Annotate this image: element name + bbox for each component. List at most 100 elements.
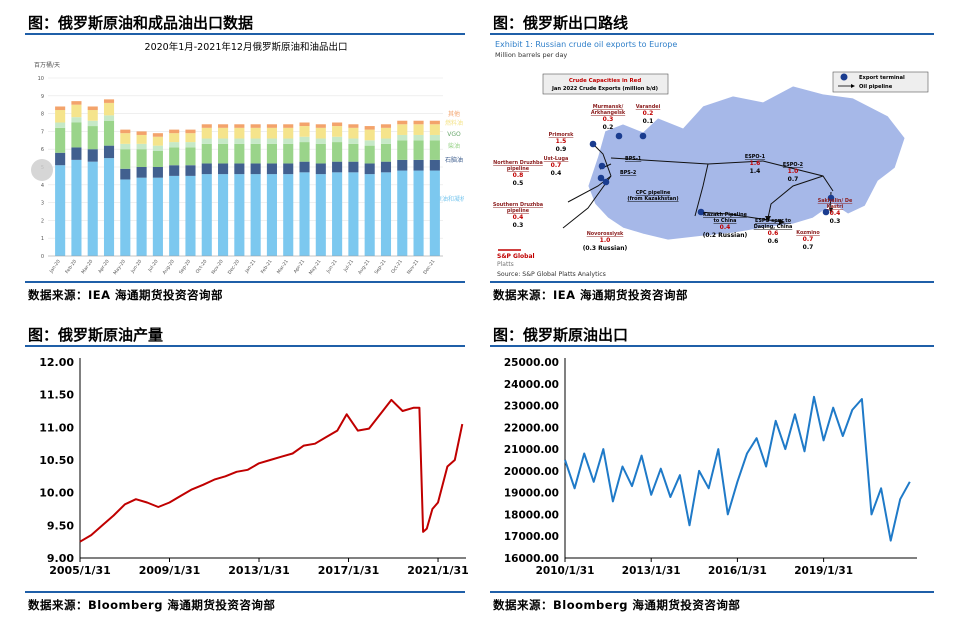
y-tick-label: 10 xyxy=(38,76,44,82)
terminal-icon xyxy=(827,194,835,202)
capacity-value: 0.8 xyxy=(513,172,524,179)
bar-segment xyxy=(201,138,212,144)
series-line xyxy=(564,395,911,542)
bar-segment xyxy=(315,143,326,164)
bar-segment xyxy=(218,124,229,128)
terminal-name-label: Primorsk xyxy=(549,132,574,138)
y-tick-label: 10.00 xyxy=(39,487,74,500)
bar-segment xyxy=(234,138,245,144)
legend-terminal: Export terminal xyxy=(859,75,905,81)
bar-segment xyxy=(71,104,82,118)
capacity-value: 1.5 xyxy=(556,138,567,145)
bar-segment xyxy=(299,172,310,256)
bar-segment xyxy=(283,174,294,256)
bar-segment xyxy=(397,120,408,125)
export-value: (0.2 Russian) xyxy=(703,232,748,239)
source-label: 数据来源：IEA 海通期货投资咨询部 xyxy=(28,288,224,302)
bar-segment xyxy=(429,124,440,135)
pipeline-arrow-icon xyxy=(779,219,785,225)
bar-segment xyxy=(283,143,294,164)
bar-segment xyxy=(234,124,245,128)
legend-label: 其他 xyxy=(448,110,460,118)
pipeline-route xyxy=(610,157,834,192)
bar-segment xyxy=(120,143,131,150)
series-line xyxy=(79,398,464,543)
bar-segment xyxy=(397,170,408,256)
bar-segment xyxy=(250,174,261,256)
source-rule xyxy=(25,281,465,283)
title-rule xyxy=(25,33,465,35)
y-tick-label: 11.50 xyxy=(39,389,74,402)
bar-segment xyxy=(87,161,98,256)
y-tick-label: 1 xyxy=(41,236,44,242)
bar-segment xyxy=(152,167,163,178)
russia-map-shape xyxy=(587,85,906,241)
bar-segment xyxy=(87,120,98,127)
bar-segment xyxy=(315,127,326,139)
export-value: 0.5 xyxy=(513,180,524,187)
bar-segment xyxy=(348,127,359,139)
title-rule xyxy=(490,33,934,35)
bar-segment xyxy=(348,172,359,256)
bar-segment xyxy=(315,174,326,256)
bar-segment xyxy=(55,122,66,128)
bar-segment xyxy=(413,140,424,160)
bar-segment xyxy=(413,120,424,125)
y-tick-label: 11.00 xyxy=(39,421,74,434)
x-tick-label: Aug-20 xyxy=(161,259,175,276)
pipeline-arrow-icon xyxy=(851,84,855,88)
terminal-name-label: pipeline xyxy=(507,166,530,172)
y-tick-label: 4 xyxy=(41,183,44,189)
bar-segment xyxy=(250,163,261,175)
terminal-name-label: BPS-2 xyxy=(620,170,636,176)
panel-title: 图：俄罗斯原油出口 xyxy=(493,326,629,344)
x-tick-label: Jun-20 xyxy=(129,259,143,275)
legend-pipeline: Oil pipeline xyxy=(859,84,893,90)
export-value: 0.7 xyxy=(803,244,814,251)
terminal-name-label: ESPO spur to xyxy=(755,218,792,224)
y-tick-label: 19000.00 xyxy=(504,488,559,500)
bar-segment xyxy=(380,172,392,256)
bar-segment xyxy=(87,106,98,111)
capacity-value: 0.4 xyxy=(830,210,841,217)
x-tick-label: 2013/1/31 xyxy=(228,564,290,577)
capacity-value: 0.7 xyxy=(803,236,814,243)
bar-segment xyxy=(55,106,66,111)
y-tick-label: 18000.00 xyxy=(504,509,559,521)
bar-segment xyxy=(169,133,180,143)
bar-segment xyxy=(71,147,82,160)
source-label: 数据来源：Bloomberg 海通期货投资咨询部 xyxy=(28,598,276,612)
bar-segment xyxy=(250,124,261,128)
x-tick-label: Dec-21 xyxy=(422,259,436,276)
bar-segment xyxy=(299,122,310,127)
x-tick-label: Apr-21 xyxy=(293,259,307,275)
bar-segment xyxy=(332,126,343,137)
chart-title: 2020年1月-2021年12月俄罗斯原油和油品出口 xyxy=(145,41,348,53)
bar-segment xyxy=(55,165,66,256)
bar-segment xyxy=(332,142,343,162)
bar-segment xyxy=(185,175,196,256)
bar-segment xyxy=(120,168,131,180)
bar-segment xyxy=(413,170,424,256)
bar-segment xyxy=(299,161,310,173)
bar-segment xyxy=(169,129,180,134)
export-value: 0.3 xyxy=(513,222,524,229)
terminal-icon xyxy=(602,178,610,186)
export-value: 0.1 xyxy=(643,118,654,125)
bar-segment xyxy=(397,134,408,141)
bar-segment xyxy=(201,124,212,128)
x-tick-label: 2005/1/31 xyxy=(49,564,111,577)
bar-segment xyxy=(380,143,392,162)
source-rule xyxy=(490,591,934,593)
bar-segment xyxy=(332,172,343,256)
terminal-name-label: Daqing, China xyxy=(754,224,793,230)
pipeline-route xyxy=(562,175,612,229)
bar-segment xyxy=(283,124,294,128)
title-rule xyxy=(25,345,465,347)
terminal-name-label: (from Kazakhstan) xyxy=(627,196,678,202)
export-value: 0.9 xyxy=(556,146,567,153)
bar-segment xyxy=(87,149,98,162)
legend-label: 石脑油 xyxy=(445,156,463,164)
bar-segment xyxy=(185,165,196,176)
bar-segment xyxy=(364,174,375,256)
